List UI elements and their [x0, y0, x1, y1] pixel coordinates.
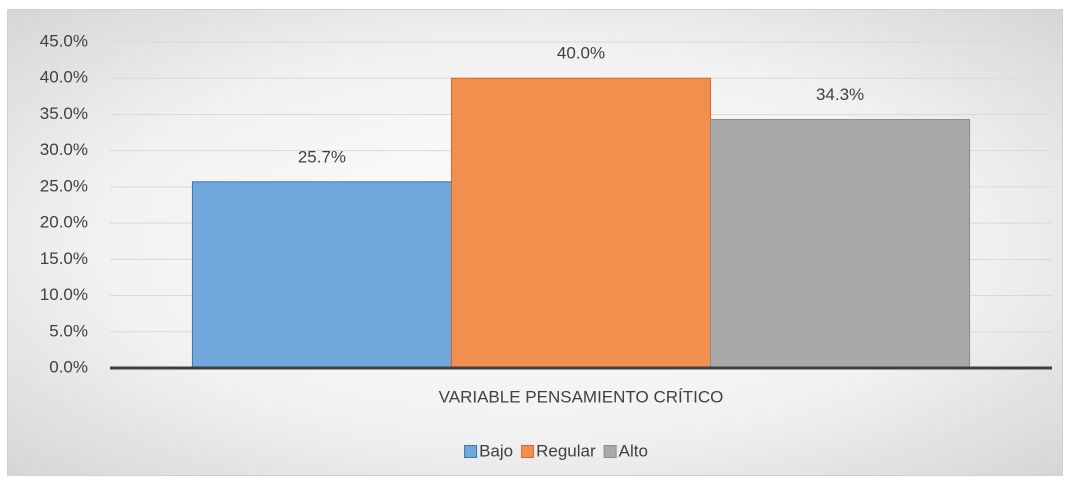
bar — [450, 77, 712, 369]
y-tick-label: 30.0% — [40, 140, 88, 159]
y-tick-label: 15.0% — [40, 249, 88, 268]
legend-label: Regular — [536, 441, 596, 460]
bar — [191, 181, 452, 369]
y-tick-label: 10.0% — [40, 285, 88, 304]
data-label: 34.3% — [816, 85, 864, 104]
legend-item: Regular — [521, 441, 596, 460]
legend-label: Bajo — [479, 441, 513, 460]
legend-item: Bajo — [464, 441, 513, 460]
bar — [710, 119, 971, 369]
data-label: 40.0% — [557, 44, 605, 63]
legend-swatch — [603, 445, 617, 458]
x-tick-label: VARIABLE PENSAMIENTO CRÍTICO — [439, 387, 724, 406]
y-tick-label: 5.0% — [49, 321, 88, 340]
y-tick-label: 0.0% — [49, 357, 88, 376]
legend-item: Alto — [603, 441, 648, 460]
legend-label: Alto — [619, 441, 648, 460]
y-tick-label: 40.0% — [40, 68, 88, 87]
y-tick-label: 45.0% — [40, 31, 88, 50]
y-tick-label: 20.0% — [40, 213, 88, 232]
data-label: 25.7% — [298, 147, 346, 166]
legend-swatch — [521, 445, 535, 458]
legend: Bajo Regular Alto — [464, 441, 648, 460]
y-tick-label: 25.0% — [40, 176, 88, 195]
legend-swatch — [464, 445, 478, 458]
y-tick-label: 35.0% — [40, 104, 88, 123]
